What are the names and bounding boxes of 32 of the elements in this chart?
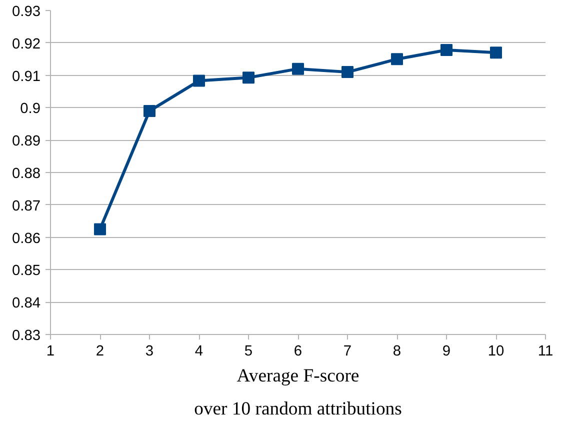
point <box>242 72 254 84</box>
point <box>94 223 106 236</box>
x-tick-label: 3 <box>145 344 154 360</box>
point <box>292 62 304 75</box>
x-tick-label: 9 <box>442 344 451 360</box>
y-tick-label: 0.86 <box>12 230 41 247</box>
y-tick-label: 0.92 <box>12 36 41 52</box>
y-tick-label: 0.83 <box>12 328 41 344</box>
point <box>440 44 452 56</box>
point <box>342 66 354 78</box>
x-tick-label: 7 <box>343 344 352 360</box>
y-tick-label: 0.89 <box>12 134 41 150</box>
x-tick-label: 4 <box>194 344 204 360</box>
x-tick-label: 5 <box>244 344 253 360</box>
x-tick-label: 11 <box>538 344 554 360</box>
point <box>391 53 403 66</box>
y-tick-label: 0.84 <box>12 296 41 312</box>
x-axis-title: Average F-score over 10 random attributions <box>194 366 402 420</box>
y-tick-label: 0.87 <box>12 198 41 214</box>
x-tick-label: 8 <box>392 344 402 360</box>
point <box>193 74 205 87</box>
y-tick-label: 0.88 <box>12 166 41 182</box>
x-tick-label: 2 <box>96 344 104 360</box>
y-tick-label: 0.9 <box>20 101 40 118</box>
x-tick-label: 10 <box>488 344 504 360</box>
y-tick-label: 0.85 <box>12 263 41 280</box>
point <box>490 46 502 59</box>
point <box>144 104 156 117</box>
x-tick-label: 6 <box>294 344 302 360</box>
x-tick-label: 1 <box>46 344 55 360</box>
y-tick-label: 0.93 <box>12 4 41 20</box>
y-tick-label: 0.91 <box>12 68 41 85</box>
